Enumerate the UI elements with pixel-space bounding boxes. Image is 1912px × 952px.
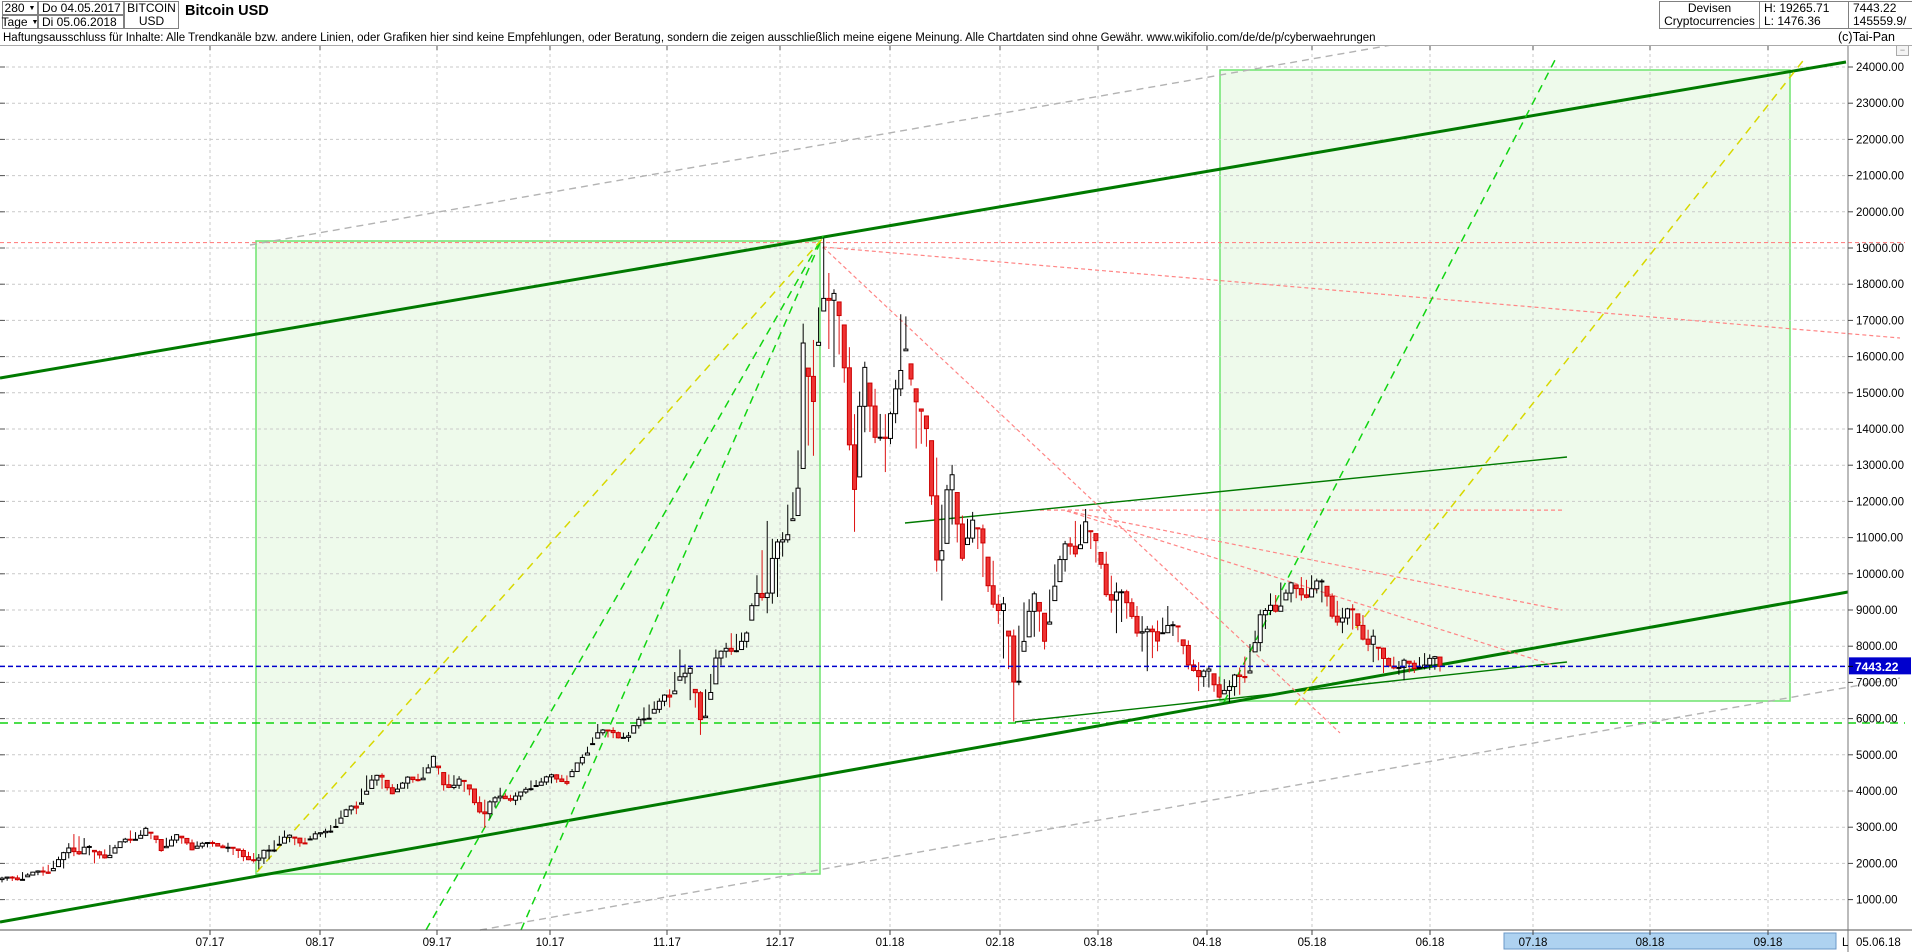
svg-text:24000.00: 24000.00 [1856, 62, 1904, 74]
price-axis-labels: 1000.00 2000.00 3000.00 4000.00 5000.00 6000.… [1848, 62, 1904, 907]
date-tick-label: 11.17 [653, 937, 681, 949]
page-title: Bitcoin USD [185, 3, 269, 19]
chart-canvas[interactable]: 1000.00 2000.00 3000.00 4000.00 5000.00 6000.… [0, 32, 1912, 952]
svg-text:4000.00: 4000.00 [1856, 786, 1898, 798]
svg-text:7000.00: 7000.00 [1856, 677, 1898, 689]
date-tick-label: 09.18 [1754, 937, 1783, 949]
horizontal-level-lines [0, 241, 1905, 724]
svg-text:L: L [1842, 937, 1849, 949]
svg-text:14000.00: 14000.00 [1856, 424, 1904, 436]
svg-text:19000.00: 19000.00 [1856, 243, 1904, 255]
category-line2: Cryptocurrencies [1664, 14, 1755, 28]
bars-count-value: 280 [4, 1, 25, 15]
svg-text:2000.00: 2000.00 [1856, 858, 1898, 870]
date-tick-label: 02.18 [986, 937, 1015, 949]
date-tick-label: 01.18 [876, 937, 905, 949]
date-tick-label: 09.17 [423, 937, 452, 949]
svg-text:05.06.18: 05.06.18 [1856, 937, 1901, 949]
svg-text:18000.00: 18000.00 [1856, 279, 1904, 291]
svg-text:3000.00: 3000.00 [1856, 822, 1898, 834]
date-tick-label: 03.18 [1084, 937, 1113, 949]
date-from-field[interactable]: Do 04.05.2017 [38, 1, 124, 15]
date-to-field[interactable]: Di 05.06.2018 [38, 15, 124, 29]
date-tick-label: 06.18 [1416, 937, 1445, 949]
taipan-watermark: (c)Tai-Pan [1838, 30, 1895, 44]
symbol-cell[interactable]: BITCOIN USD [124, 1, 179, 29]
svg-text:22000.00: 22000.00 [1856, 134, 1904, 146]
timeframe-dropdown[interactable]: Tage ▼ [2, 15, 38, 29]
volume-value: 145559.9/ [1853, 14, 1907, 28]
date-tick-label: 08.17 [306, 937, 335, 949]
svg-text:7443.22: 7443.22 [1855, 660, 1899, 674]
last-price-value: 7443.22 [1853, 1, 1897, 15]
header-divider [0, 45, 1912, 46]
period-high-value: H: 19265.71 [1764, 1, 1830, 15]
date-tick-label: 05.18 [1298, 937, 1327, 949]
disclaimer-text: Haftungsausschluss für Inhalte: Alle Tre… [3, 32, 1376, 44]
svg-text:21000.00: 21000.00 [1856, 171, 1904, 183]
candlestick-series [0, 238, 1443, 883]
svg-text:23000.00: 23000.00 [1856, 98, 1904, 110]
svg-text:9000.00: 9000.00 [1856, 605, 1898, 617]
date-tick-label: 12.17 [766, 937, 795, 949]
chevron-down-icon: ▼ [31, 18, 39, 26]
last-price-cell: 7443.22 145559.9/ [1848, 1, 1912, 29]
chevron-down-icon: ▼ [28, 4, 36, 12]
svg-text:12000.00: 12000.00 [1856, 496, 1904, 508]
date-tick-label: 07.18 [1519, 937, 1548, 949]
symbol-currency: USD [138, 14, 165, 28]
last-price-tag: 7443.22 [1848, 657, 1911, 675]
svg-text:17000.00: 17000.00 [1856, 315, 1904, 327]
bars-count-dropdown[interactable]: 280 ▼ [2, 1, 38, 15]
date-axis: 07.17 08.17 09.17 10.17 11.17 12.17 01.18 02.18… [196, 930, 1901, 950]
svg-text:8000.00: 8000.00 [1856, 641, 1898, 653]
svg-text:16000.00: 16000.00 [1856, 352, 1904, 364]
svg-text:15000.00: 15000.00 [1856, 388, 1904, 400]
symbol-name: BITCOIN [127, 1, 176, 15]
category-cell: Devisen Cryptocurrencies [1659, 1, 1760, 29]
axes [0, 46, 1912, 952]
date-to-value: Di 05.06.2018 [42, 15, 117, 29]
category-line1: Devisen [1687, 1, 1732, 15]
date-tick-label: 04.18 [1193, 937, 1222, 949]
svg-text:11000.00: 11000.00 [1856, 533, 1903, 545]
timeframe-value: Tage [1, 15, 28, 29]
svg-text:6000.00: 6000.00 [1856, 714, 1898, 726]
date-tick-label: 08.18 [1636, 937, 1665, 949]
svg-text:10000.00: 10000.00 [1856, 569, 1904, 581]
svg-text:13000.00: 13000.00 [1856, 460, 1904, 472]
svg-text:20000.00: 20000.00 [1856, 207, 1904, 219]
period-low-value: L: 1476.36 [1764, 14, 1821, 28]
high-low-cell: H: 19265.71 L: 1476.36 [1759, 1, 1849, 29]
price-chart-svg[interactable]: 1000.00 2000.00 3000.00 4000.00 5000.00 6000.… [0, 32, 1912, 952]
svg-text:5000.00: 5000.00 [1856, 750, 1898, 762]
date-tick-label: 10.17 [536, 937, 565, 949]
trend-channel-boxes [255, 69, 1791, 875]
trend-box [1219, 69, 1791, 702]
date-from-value: Do 04.05.2017 [42, 1, 121, 15]
svg-text:1000.00: 1000.00 [1856, 895, 1898, 907]
date-tick-label: 07.17 [196, 937, 225, 949]
